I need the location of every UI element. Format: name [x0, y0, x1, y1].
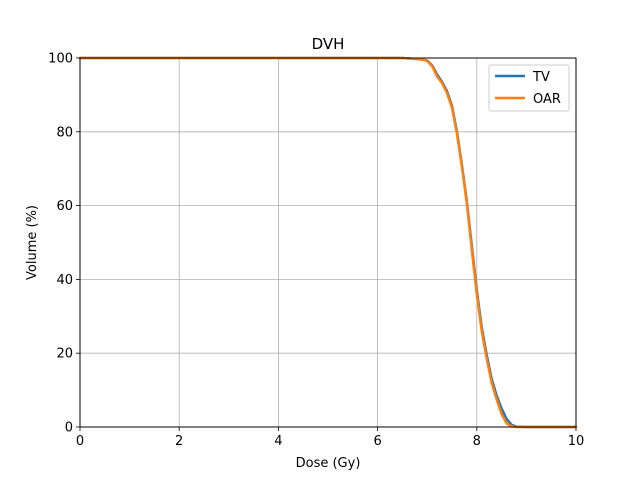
y-axis-label: Volume (%): [25, 205, 40, 280]
x-axis-label: Dose (Gy): [296, 456, 361, 471]
y-tick-label: 100: [48, 52, 73, 67]
x-tick-label: 6: [373, 434, 381, 449]
y-tick-label: 40: [56, 273, 73, 288]
series-line-tv: [78, 56, 578, 429]
legend-label-oar: OAR: [533, 92, 561, 107]
series-line-oar: [78, 56, 578, 429]
y-tick-label: 60: [56, 199, 73, 214]
y-tick-label: 20: [56, 347, 73, 362]
x-tick-label: 8: [473, 434, 481, 449]
grid: [79, 57, 577, 428]
y-tick-label: 80: [56, 125, 73, 140]
x-tick-label: 2: [175, 434, 183, 449]
x-tick-label: 4: [274, 434, 282, 449]
x-tick-label: 0: [76, 434, 84, 449]
x-tick-label: 10: [568, 434, 585, 449]
series-lines: [78, 56, 578, 429]
chart-title: DVH: [312, 35, 345, 53]
legend-label-tv: TV: [532, 70, 550, 85]
legend: TV OAR: [488, 64, 570, 112]
y-tick-label: 0: [65, 421, 73, 436]
plot-frame: [79, 57, 577, 428]
